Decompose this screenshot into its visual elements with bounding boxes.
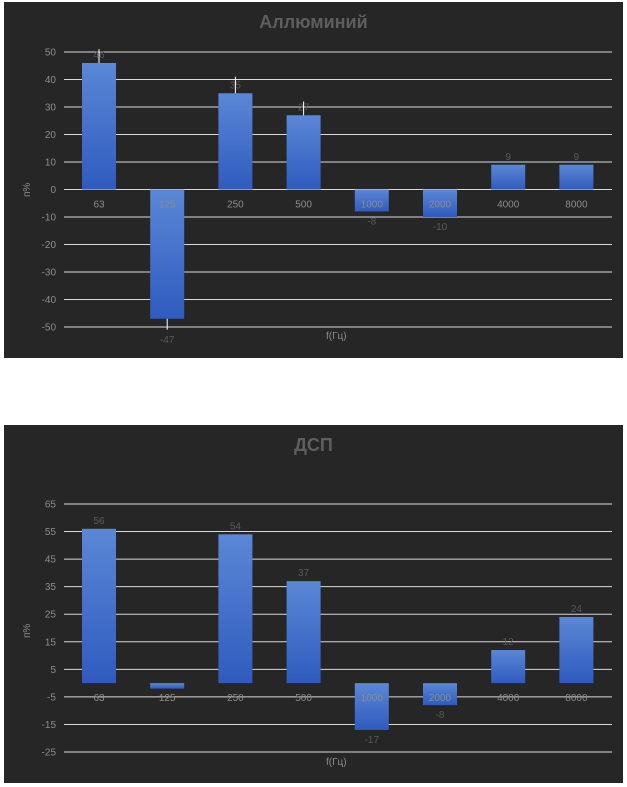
y-tick-label: 40 [45, 75, 57, 86]
y-tick-label: -5 [47, 692, 56, 703]
bar [559, 164, 594, 190]
y-tick-label: -25 [42, 748, 57, 759]
data-label: 54 [230, 521, 242, 532]
y-tick-label: -20 [42, 240, 57, 251]
y-axis-label: п% [22, 623, 33, 638]
y-tick-label: 20 [45, 130, 57, 141]
y-tick-label: -50 [42, 323, 57, 334]
chart-canvas: -50 -40 -30 -20 -10 0 10 20 30 40 50 46 -47 35 27 -8 -10… [42, 48, 612, 346]
bar [150, 189, 185, 319]
data-label: -8 [436, 710, 445, 721]
x-tick-label: 1000 [361, 693, 384, 704]
data-label: -17 [365, 735, 380, 746]
x-tick-label: 1000 [361, 200, 384, 211]
x-axis-label: f(Гц) [326, 331, 347, 342]
y-tick-label: 50 [45, 48, 57, 59]
bar [491, 650, 526, 684]
bar [354, 683, 389, 730]
data-label: 9 [574, 152, 580, 163]
bar [423, 683, 457, 706]
y-tick-label: 0 [50, 185, 56, 196]
y-tick-label: 10 [45, 158, 57, 169]
data-label: 24 [571, 604, 583, 615]
y-tick-label: 25 [45, 610, 57, 621]
bar [491, 164, 526, 190]
y-tick-label: -30 [42, 268, 57, 279]
data-label: 27 [298, 102, 310, 113]
y-tick-label: 30 [45, 103, 57, 114]
y-tick-label: -40 [42, 295, 57, 306]
y-tick-label: 5 [50, 665, 56, 676]
x-tick-label: 250 [227, 693, 244, 704]
bar [82, 528, 116, 684]
bar [150, 683, 185, 689]
x-tick-label: 4000 [497, 200, 520, 211]
y-tick-label: 65 [45, 500, 57, 511]
chart-title: Аллюминий [259, 12, 368, 32]
x-tick-label: 8000 [565, 200, 588, 211]
y-tick-label: 35 [45, 582, 57, 593]
bar [218, 93, 253, 190]
bar [286, 115, 321, 190]
x-tick-label: 2000 [429, 693, 452, 704]
x-tick-label: 500 [295, 200, 312, 211]
y-tick-label: -10 [42, 213, 57, 224]
bar [423, 189, 457, 217]
y-tick-label: -15 [42, 720, 57, 731]
data-label: -47 [160, 335, 175, 346]
y-tick-label: 55 [45, 527, 57, 538]
data-label: 35 [230, 80, 242, 91]
x-tick-label: 63 [93, 693, 105, 704]
y-axis-label: п% [22, 182, 33, 197]
data-label: 56 [93, 516, 105, 527]
x-tick-label: 250 [227, 200, 244, 211]
y-tick-label: 45 [45, 555, 57, 566]
x-tick-label: 500 [295, 693, 312, 704]
data-label: 37 [298, 568, 310, 579]
y-tick-label: 15 [45, 637, 57, 648]
bar [286, 581, 321, 684]
chart-panel-chipboard: ДСП -25 -15 -5 5 15 25 35 45 55 65 56 54 37 -17 -8 12 24… [4, 425, 623, 783]
bar [559, 616, 594, 684]
x-tick-label: 2000 [429, 200, 452, 211]
data-label: -10 [433, 222, 448, 233]
x-axis-label: f(Гц) [326, 757, 347, 768]
bar [218, 534, 253, 684]
data-label: 46 [93, 50, 105, 61]
chart-panel-aluminium: Аллюминий -50 -40 -30 -20 -10 0 10 20 30 40 50 46 -4… [4, 2, 623, 358]
x-tick-label: 8000 [565, 693, 588, 704]
x-tick-label: 4000 [497, 693, 520, 704]
chart-canvas: -25 -15 -5 5 15 25 35 45 55 65 56 54 37 -17 -8 12 24 63 12… [42, 500, 612, 759]
chart-title: ДСП [294, 435, 333, 455]
data-label: -8 [367, 217, 376, 228]
x-tick-label: 63 [93, 200, 105, 211]
bar [354, 189, 389, 212]
data-label: 12 [503, 637, 515, 648]
x-tick-label: 125 [159, 693, 176, 704]
bar [82, 63, 116, 190]
data-label: 9 [505, 152, 511, 163]
x-tick-label: 125 [159, 200, 176, 211]
